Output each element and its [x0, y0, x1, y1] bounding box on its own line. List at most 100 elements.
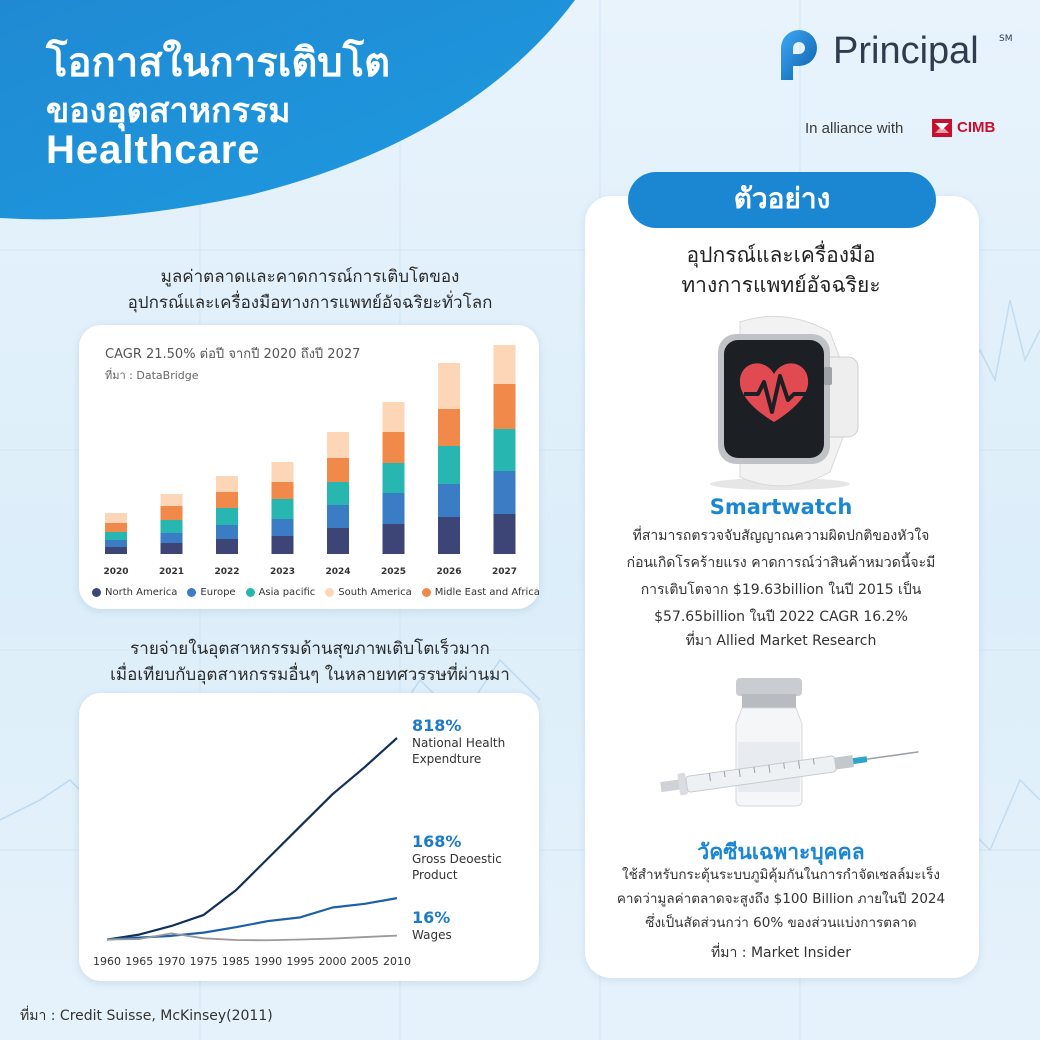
bar-segment-2021-0: [160, 543, 183, 554]
bar-segment-2027-4: [493, 345, 516, 384]
bar-segment-2024-1: [327, 505, 349, 528]
x-tick-label: 2010: [383, 955, 411, 968]
bar-segment-2024-4: [327, 432, 349, 458]
bar-segment-2022-4: [216, 476, 238, 492]
bar-segment-2023-0: [271, 536, 294, 554]
x-tick-label: 1990: [254, 955, 282, 968]
legend-swatch: [421, 588, 431, 597]
x-tick-label: 1975: [190, 955, 218, 968]
x-tick-label: 2022: [214, 567, 239, 577]
bar-segment-2023-1: [271, 519, 294, 536]
gdp-percent: 168%: [412, 832, 462, 851]
x-tick-label: 2005: [351, 955, 379, 968]
bar-segment-2027-0: [493, 514, 516, 554]
legend-swatch: [245, 588, 255, 597]
cimb-logo-icon: [932, 119, 952, 137]
page-title-line-1: โอกาสในการเติบโต: [46, 40, 391, 86]
example-heading-line-1: อุปกรณ์และเครื่องมือ: [686, 243, 876, 267]
vaccine-desc-line-2: คาดว่ามูลค่าตลาดจะสูงถึง $100 Billion ภา…: [616, 891, 946, 907]
smartwatch-icon: [710, 315, 859, 490]
legend-item: Europe: [187, 587, 236, 598]
vaccine-title: วัคซีนเฉพาะบุคคล: [697, 840, 865, 864]
footer-source: ที่มา : Credit Suisse, McKinsey(2011): [20, 1008, 273, 1024]
legend-label: South America: [338, 587, 412, 598]
bar-segment-2020-1: [105, 540, 127, 547]
x-tick-label: 2020: [103, 567, 128, 577]
principal-logo: Principal SM: [773, 24, 1023, 84]
bar-segment-2021-1: [160, 533, 183, 543]
bar-segment-2025-1: [382, 493, 405, 524]
page-title-line-2: ของอุตสาหกรรม: [46, 91, 291, 131]
smartwatch-desc-line-3: การเติบโตจาก $19.63billion ในปี 2015 เป็…: [640, 582, 922, 598]
legend-item: North America: [92, 587, 177, 598]
bar-segment-2021-4: [160, 494, 183, 506]
bar-segment-2022-2: [216, 508, 238, 525]
x-tick-label: 1985: [222, 955, 250, 968]
wages-percent: 16%: [412, 908, 451, 927]
page-title-line-3: Healthcare: [46, 128, 261, 172]
bar-segment-2024-3: [327, 458, 349, 482]
vaccine-description: ใช้สำหรับกระตุ้นระบบภูมิคุ้มกันในการกำจั…: [600, 863, 962, 935]
bar-segment-2020-0: [105, 547, 127, 554]
bar-segment-2023-4: [271, 462, 294, 482]
vaccine-desc-line-3: ซึ่งเป็นสัดส่วนกว่า 60% ของส่วนแบ่งการตล…: [645, 915, 917, 931]
bar-segment-2026-3: [438, 409, 460, 446]
example-badge: ตัวอย่าง: [628, 172, 936, 228]
x-tick-label: 2023: [270, 567, 295, 577]
bar-segment-2024-0: [327, 528, 349, 554]
x-tick-label: 1970: [157, 955, 185, 968]
bar-segment-2025-3: [382, 432, 405, 463]
bar-segment-2022-0: [216, 539, 238, 554]
section1-title: มูลค่าตลาดและคาดการณ์การเติบโตของ อุปกรณ…: [40, 264, 580, 316]
gdp-label: 168% Gross Deoestic Product: [412, 832, 522, 883]
bar-chart-card: [79, 325, 539, 609]
section2-title-line-2: เมื่อเทียบกับอุตสาหกรรมอื่นๆ ในหลายทศวรร…: [110, 665, 510, 685]
bar-segment-2021-2: [160, 520, 183, 533]
legend-swatch: [92, 588, 101, 597]
smartwatch-source: ที่มา Allied Market Research: [685, 633, 877, 649]
x-tick-label: 1965: [125, 955, 153, 968]
x-tick-label: 2025: [381, 567, 406, 577]
bar-segment-2026-1: [438, 484, 460, 517]
example-heading: อุปกรณ์และเครื่องมือ ทางการแพทย์อัจฉริยะ: [600, 240, 962, 300]
bar-segment-2024-2: [327, 482, 349, 505]
section1-title-line-1: มูลค่าตลาดและคาดการณ์การเติบโตของ: [160, 267, 460, 287]
bar-chart-legend: North America Europe Asia pacific South Ame…: [92, 587, 540, 598]
stacked-bar-chart: 2020 2021 2022 2023 2024 2025 2026 2027: [103, 345, 517, 577]
x-tick-label: 2000: [319, 955, 347, 968]
nhe-label: 818% National Health Expendture: [412, 716, 522, 767]
legend-swatch: [187, 588, 197, 597]
alliance-text: In alliance with: [805, 120, 904, 137]
x-tick-label: 1960: [93, 955, 121, 968]
principal-mark-icon: [781, 30, 817, 80]
bar-segment-2026-4: [438, 363, 460, 409]
cagr-note: CAGR 21.50% ต่อปี จากปี 2020 ถึงปี 2027: [105, 347, 361, 362]
bar-segment-2020-3: [105, 523, 127, 532]
vaccine-desc-line-1: ใช้สำหรับกระตุ้นระบบภูมิคุ้มกันในการกำจั…: [622, 867, 940, 883]
legend-label: Asia pacific: [258, 587, 316, 598]
legend-swatch: [325, 588, 335, 597]
bar-segment-2025-2: [382, 463, 405, 493]
x-tick-label: 2027: [492, 567, 517, 577]
smartwatch-title: Smartwatch: [709, 495, 853, 519]
line-chart-card: [79, 693, 539, 981]
growth-line-chart: 1960 1965 1970 1975 1985 1990 1995 2000 2005 2010: [93, 737, 411, 968]
bar-segment-2022-3: [216, 492, 238, 508]
partner-name: CIMB: [957, 119, 996, 136]
vaccine-source: ที่มา : Market Insider: [711, 945, 851, 961]
bar-segment-2022-1: [216, 525, 238, 539]
gdp-name: Gross Deoestic Product: [412, 852, 502, 882]
bar-segment-2027-2: [493, 429, 516, 471]
line-series-2: [106, 932, 398, 942]
smartwatch-description: ที่สามารถตรวจจับสัญญาณความผิดปกติของหัวใ…: [600, 523, 962, 631]
wages-name: Wages: [412, 928, 452, 942]
smartwatch-desc-line-1: ที่สามารถตรวจจับสัญญาณความผิดปกติของหัวใ…: [632, 528, 930, 544]
section1-title-line-2: อุปกรณ์และเครื่องมือทางการแพทย์อัจฉริยะท…: [127, 293, 493, 313]
example-heading-line-2: ทางการแพทย์อัจฉริยะ: [681, 273, 881, 297]
brand-name: Principal: [833, 30, 979, 72]
line-series-1: [106, 897, 398, 941]
legend-item: South America: [325, 587, 412, 598]
x-tick-label: 1995: [286, 955, 314, 968]
bar-segment-2021-3: [160, 506, 183, 520]
smartwatch-desc-line-2: ก่อนเกิดโรคร้ายแรง คาดการณ์ว่าสินค้าหมวด…: [626, 555, 936, 571]
